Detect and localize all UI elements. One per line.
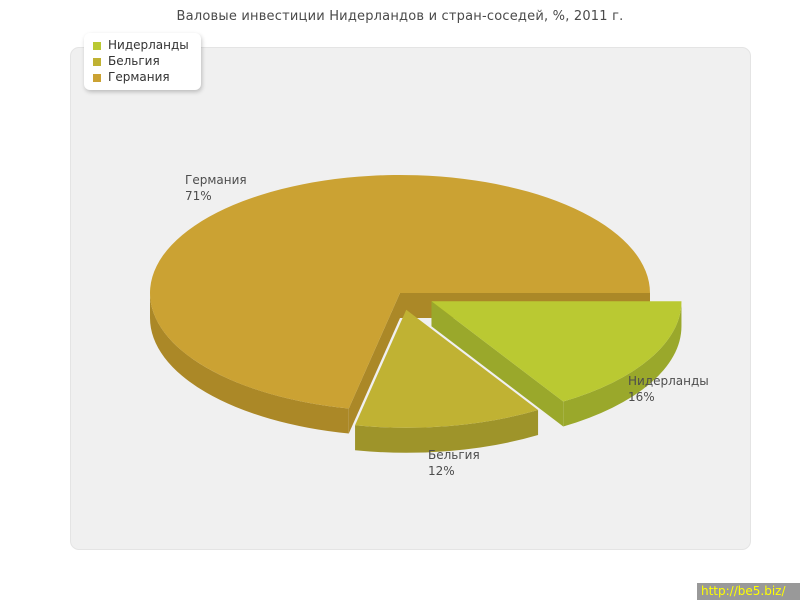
footer-site-link[interactable]: http://be5.biz/ [697, 583, 800, 600]
slice-label-name: Нидерланды [628, 374, 709, 388]
slice-label-value: 12% [428, 464, 455, 478]
pie-slice-side-netherlands [563, 301, 682, 427]
legend-item-belgium[interactable]: Бельгия [93, 54, 189, 69]
slice-label-value: 16% [628, 390, 655, 404]
legend-label: Бельгия [108, 54, 160, 68]
slice-label-name: Бельгия [428, 448, 480, 462]
slice-label-netherlands: Нидерланды 16% [628, 373, 709, 405]
legend-swatch-icon [93, 41, 101, 50]
legend-item-netherlands[interactable]: Нидерланды [93, 38, 189, 53]
slice-label-name: Германия [185, 173, 247, 187]
pie-slice-germany[interactable] [150, 174, 650, 409]
pie-slice-side-germany [150, 293, 349, 434]
pie-slice-edge-netherlands [431, 301, 564, 427]
pie-slice-edge-germany [348, 293, 400, 434]
legend-label: Германия [108, 70, 170, 84]
slice-label-belgium: Бельгия 12% [428, 447, 480, 479]
pie-slice-belgium[interactable] [355, 309, 539, 428]
legend-swatch-icon [93, 73, 101, 82]
chart-legend: Нидерланды Бельгия Германия [84, 33, 201, 90]
slice-label-value: 71% [185, 189, 212, 203]
chart-title: Валовые инвестиции Нидерландов и стран-с… [176, 9, 624, 24]
pie-slice-netherlands[interactable] [431, 301, 682, 402]
legend-swatch-icon [93, 57, 101, 66]
legend-item-germany[interactable]: Германия [93, 70, 189, 85]
pie-slice-side-belgium [355, 410, 539, 453]
slice-label-germany: Германия 71% [185, 172, 247, 204]
legend-label: Нидерланды [108, 38, 189, 52]
